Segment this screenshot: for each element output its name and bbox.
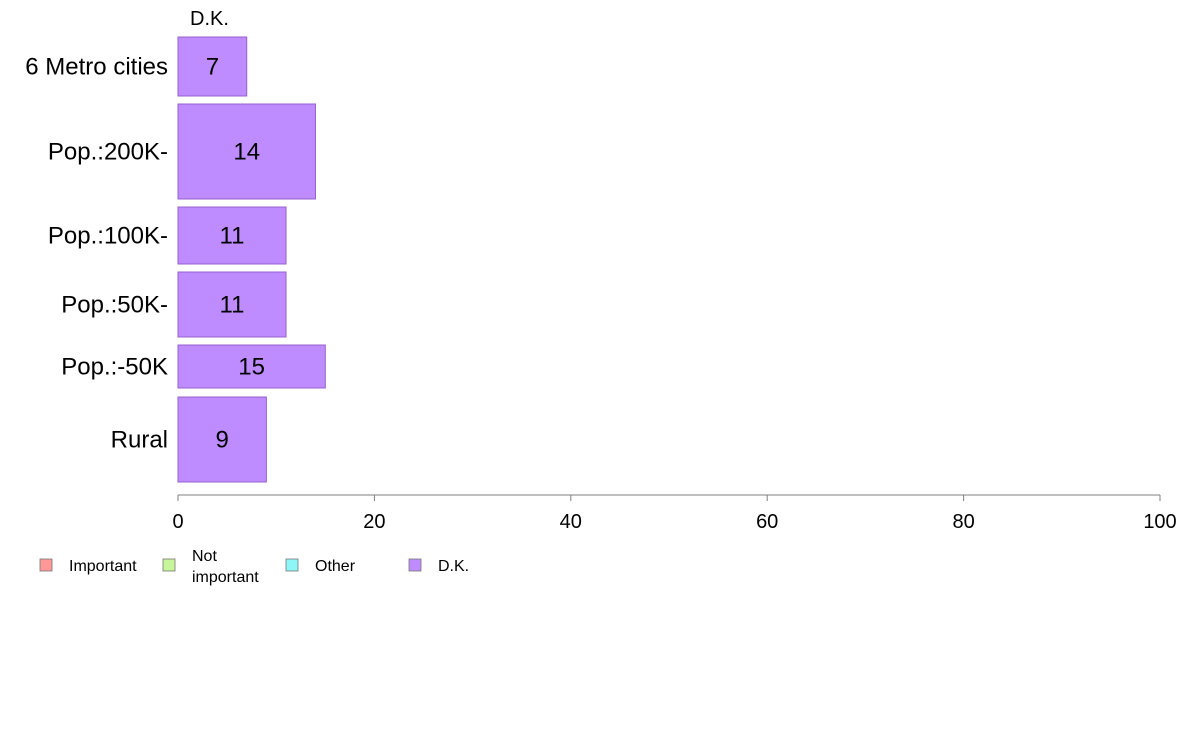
data-label: 7 xyxy=(206,54,219,81)
legend-swatch xyxy=(162,558,176,572)
series-header: D.K. xyxy=(190,8,229,30)
category-label: Pop.:200K- xyxy=(48,139,168,166)
legend-label: Important xyxy=(69,558,137,575)
bar xyxy=(177,344,326,389)
bar xyxy=(177,396,267,483)
data-label: 15 xyxy=(238,354,265,381)
bar xyxy=(177,206,287,265)
legend-label: D.K. xyxy=(438,558,469,575)
bars: 6 Metro cities 7 Pop.:200K- 14 Pop.:100K- 11 P… xyxy=(25,36,326,483)
data-label: 11 xyxy=(220,292,245,319)
x-axis: 0 20 40 60 80 100 xyxy=(172,494,1177,533)
bar xyxy=(177,271,287,338)
category-label: Pop.:50K- xyxy=(61,292,168,319)
data-label: 9 xyxy=(216,427,229,454)
tick-label: 60 xyxy=(756,511,778,533)
tick-label: 0 xyxy=(172,511,183,533)
legend: Important Not important Other D.K. xyxy=(39,548,469,586)
legend-swatch xyxy=(408,558,422,572)
bar xyxy=(177,36,248,97)
bar xyxy=(177,103,316,200)
legend-label: Other xyxy=(315,558,356,575)
tick-label: 40 xyxy=(560,511,582,533)
category-label: Rural xyxy=(111,427,168,454)
tick-label: 100 xyxy=(1143,511,1176,533)
legend-label: important xyxy=(192,569,259,586)
legend-swatch xyxy=(39,558,53,572)
category-label: Pop.:100K- xyxy=(48,223,168,250)
tick-label: 20 xyxy=(363,511,385,533)
legend-swatch xyxy=(285,558,299,572)
data-label: 14 xyxy=(233,139,260,166)
category-label: Pop.:-50K xyxy=(61,354,168,381)
data-label: 11 xyxy=(220,223,245,250)
tick-label: 80 xyxy=(952,511,974,533)
legend-label: Not xyxy=(192,548,217,565)
category-label: 6 Metro cities xyxy=(25,54,168,81)
